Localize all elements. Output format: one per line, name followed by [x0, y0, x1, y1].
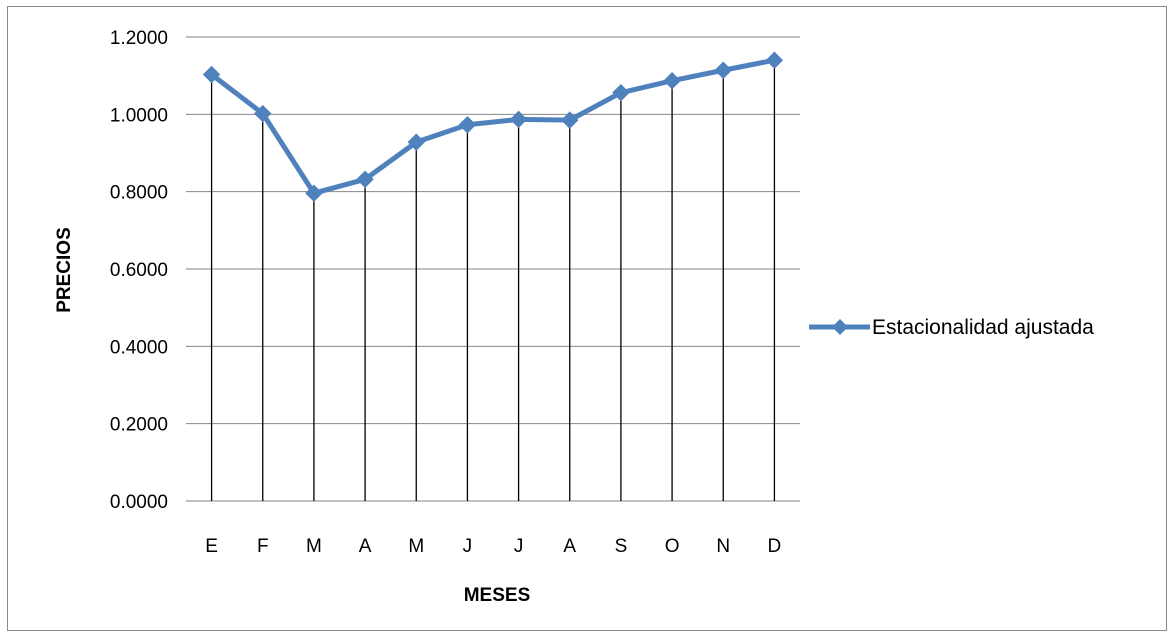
series-group — [202, 51, 784, 202]
data-point-marker — [663, 71, 681, 90]
series-line — [210, 57, 775, 196]
y-tick-label: 1.0000 — [110, 105, 168, 126]
y-tick-label: 0.8000 — [110, 183, 168, 204]
y-tick-label: 0.6000 — [110, 260, 168, 281]
x-tick-label: O — [665, 536, 680, 557]
data-point-marker — [254, 104, 272, 123]
data-point-marker — [561, 111, 579, 129]
y-tick-label: 0.2000 — [110, 415, 168, 436]
x-tick-label: M — [408, 536, 424, 557]
data-point-marker — [356, 170, 374, 189]
data-point-marker — [407, 133, 425, 151]
x-tick-label: S — [615, 536, 628, 557]
data-point-marker — [612, 83, 630, 102]
x-tick-label: A — [563, 536, 576, 557]
y-tick-label: 1.2000 — [110, 28, 168, 49]
x-tick-label: J — [514, 536, 524, 557]
y-axis-title: PRECIOS — [54, 227, 75, 313]
data-point-marker — [509, 110, 528, 129]
x-tick-label: J — [463, 536, 473, 557]
grid-lines — [186, 36, 800, 502]
x-tick-label: M — [306, 536, 322, 557]
y-tick-labels: 0.0000 0.2000 0.4000 0.6000 0.8000 1.0000 1.20… — [110, 28, 168, 513]
legend-label: Estacionalidad ajustada — [872, 316, 1094, 339]
data-point-marker — [765, 51, 784, 69]
x-tick-label: D — [768, 536, 782, 557]
x-tick-label: N — [716, 536, 730, 557]
data-point-marker — [714, 61, 732, 79]
data-point-marker — [202, 65, 221, 84]
x-tick-label: A — [359, 536, 372, 557]
x-tick-label: F — [257, 536, 269, 557]
legend-marker — [832, 319, 848, 335]
y-tick-label: 0.4000 — [110, 337, 168, 358]
y-tick-label: 0.0000 — [110, 492, 168, 513]
drop-lines — [210, 60, 776, 501]
data-point-marker — [305, 184, 323, 202]
data-point-marker — [458, 116, 477, 134]
x-tick-label: E — [205, 536, 218, 557]
legend: Estacionalidad ajustada — [809, 316, 1094, 339]
x-axis-title: MESES — [464, 585, 531, 606]
